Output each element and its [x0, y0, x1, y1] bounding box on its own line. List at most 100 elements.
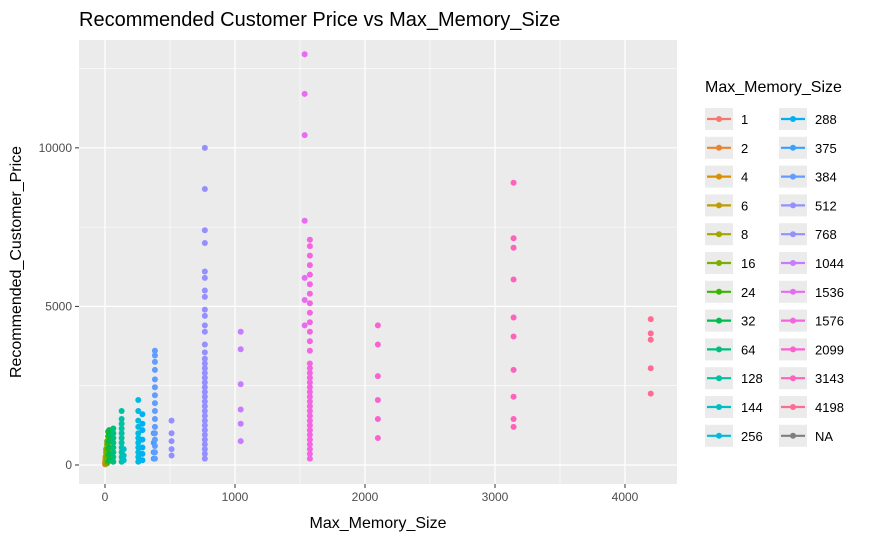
data-point — [151, 384, 158, 391]
data-point — [201, 441, 208, 448]
data-point — [306, 398, 313, 405]
data-point — [168, 446, 175, 453]
data-point — [201, 408, 208, 415]
legend-label: 375 — [815, 141, 837, 156]
data-point — [301, 217, 308, 224]
data-point — [139, 436, 146, 443]
data-point — [374, 415, 381, 422]
data-point — [110, 425, 117, 432]
data-point — [306, 374, 313, 381]
legend-label: 384 — [815, 170, 837, 185]
legend-key-point — [790, 317, 796, 324]
data-point — [237, 420, 244, 427]
data-point — [201, 455, 208, 462]
data-point — [135, 454, 142, 461]
data-point — [151, 449, 158, 456]
data-point — [510, 415, 517, 422]
legend-key-point — [716, 317, 722, 324]
data-point — [139, 457, 146, 464]
data-point — [510, 393, 517, 400]
legend-key-point — [790, 432, 796, 439]
data-point — [201, 365, 208, 372]
data-point — [306, 271, 313, 278]
legend-key-point — [716, 346, 722, 353]
data-point — [301, 51, 308, 58]
data-point — [201, 274, 208, 281]
legend-label: 2 — [741, 141, 748, 156]
data-point — [135, 408, 142, 415]
y-tick-label: 10000 — [39, 141, 73, 155]
data-point — [306, 319, 313, 326]
data-point — [135, 396, 142, 403]
legend-label: NA — [815, 429, 833, 444]
data-point — [306, 290, 313, 297]
data-point — [151, 430, 158, 437]
legend-label: 6 — [741, 198, 748, 213]
data-point — [306, 436, 313, 443]
legend-label: 64 — [741, 342, 755, 357]
data-point — [306, 441, 313, 448]
data-point — [201, 417, 208, 424]
legend-label: 32 — [741, 314, 755, 329]
data-point — [201, 144, 208, 151]
y-tick-label: 5000 — [45, 299, 72, 313]
data-point — [306, 431, 313, 438]
legend-key-point — [790, 260, 796, 266]
legend-key-point — [716, 288, 722, 295]
data-point — [118, 408, 125, 415]
data-point — [151, 392, 158, 399]
data-point — [201, 312, 208, 319]
data-point — [306, 262, 313, 269]
data-point — [374, 396, 381, 403]
legend-key-point — [790, 116, 796, 122]
data-point — [110, 444, 117, 451]
data-point — [306, 427, 313, 434]
chart-title: Recommended Customer Price vs Max_Memory… — [79, 9, 560, 31]
data-point — [306, 403, 313, 410]
legend-label: 1 — [741, 112, 748, 127]
legend-label: 1536 — [815, 285, 844, 300]
data-point — [168, 438, 175, 445]
grid-minor — [79, 40, 677, 484]
data-point — [139, 444, 146, 451]
data-point — [374, 435, 381, 442]
legend-label: 288 — [815, 112, 837, 127]
data-point — [168, 430, 175, 437]
data-point — [237, 381, 244, 388]
data-point — [110, 435, 117, 442]
legend-key-point — [716, 432, 722, 439]
x-tick-label: 4000 — [612, 490, 639, 504]
legend-key-point — [790, 144, 796, 151]
data-point — [237, 438, 244, 445]
data-point — [510, 423, 517, 430]
data-point — [237, 406, 244, 413]
data-point — [139, 411, 146, 418]
legend-label: 16 — [741, 256, 755, 271]
x-tick-label: 1000 — [222, 490, 249, 504]
data-point — [151, 415, 158, 422]
data-point — [135, 417, 142, 424]
data-point — [510, 179, 517, 186]
data-point — [201, 374, 208, 381]
data-point — [510, 333, 517, 340]
data-point — [118, 430, 125, 437]
x-tick-label: 2000 — [352, 490, 379, 504]
data-point — [120, 446, 127, 453]
data-point — [306, 281, 313, 288]
data-point — [237, 328, 244, 335]
legend-key-point — [790, 202, 796, 209]
y-axis: 0 5000 10000 — [39, 141, 79, 472]
data-point — [201, 287, 208, 294]
data-point — [306, 252, 313, 259]
legend-label: 1044 — [815, 256, 844, 271]
data-point — [139, 420, 146, 427]
legend-key-point — [790, 375, 796, 382]
data-point — [201, 403, 208, 410]
legend: Max_Memory_Size 124681624326412814425628… — [705, 79, 844, 447]
data-point — [306, 309, 313, 316]
data-point — [306, 236, 313, 243]
data-point — [201, 355, 208, 362]
data-point — [301, 274, 308, 281]
legend-label: 4198 — [815, 400, 844, 415]
